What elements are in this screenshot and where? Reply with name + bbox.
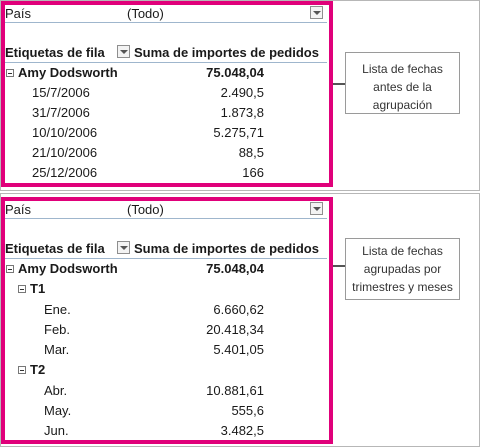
table-row: Mar. 5.401,05 — [4, 340, 327, 360]
month-label: Ene. — [44, 302, 71, 317]
callout-line: Lista de fechas — [362, 244, 443, 258]
table-row: May. 555,6 — [4, 401, 327, 421]
month-label: Jun. — [44, 423, 69, 438]
callout-line: antes de la — [373, 80, 432, 94]
filter-value: (Todo) — [127, 6, 164, 21]
report-filter-row: País (Todo) — [4, 4, 327, 23]
bottom-pivot-frame — [0, 193, 480, 447]
table-row: Feb. 20.418,34 — [4, 320, 327, 340]
callout-grouped: Lista de fechas agrupadas por trimestres… — [345, 238, 460, 300]
amount-value: 555,6 — [231, 403, 264, 418]
collapse-icon[interactable] — [18, 366, 26, 374]
callout-line: trimestres y meses — [352, 280, 453, 294]
sum-header: Suma de importes de pedidos — [134, 45, 319, 60]
amount-value: 20.418,34 — [206, 322, 264, 337]
date-label: 15/7/2006 — [32, 85, 90, 100]
table-row: Ene. 6.660,62 — [4, 300, 327, 320]
collapse-icon[interactable] — [18, 285, 26, 293]
amount-value: 166 — [242, 165, 264, 180]
highlight-border-top — [1, 1, 333, 187]
amount-value: 5.401,05 — [213, 342, 264, 357]
highlight-border-bottom — [1, 197, 333, 444]
collapse-icon[interactable] — [6, 265, 14, 273]
group-total: 75.048,04 — [206, 261, 264, 276]
table-row: 25/12/2006 166 — [4, 163, 327, 183]
quarter-label: T2 — [30, 362, 46, 377]
table-row: Abr. 10.881,61 — [4, 381, 327, 401]
amount-value: 3.482,5 — [220, 423, 264, 438]
amount-value: 2.490,5 — [220, 85, 264, 100]
amount-value: 6.660,62 — [213, 302, 264, 317]
row-labels-dropdown-icon[interactable] — [117, 241, 130, 254]
month-label: Mar. — [44, 342, 70, 357]
group-total: 75.048,04 — [206, 65, 264, 80]
date-label: 10/10/2006 — [32, 125, 98, 140]
callout-connector-top — [333, 83, 345, 85]
callout-connector-bottom — [333, 265, 345, 267]
amount-value: 88,5 — [238, 145, 264, 160]
callout-line: agrupación — [372, 98, 433, 112]
group-row: Amy Dodsworth 75.048,04 — [4, 259, 327, 279]
quarter-label: T1 — [30, 281, 46, 296]
row-labels-header: Etiquetas de fila — [5, 45, 105, 60]
filter-dropdown-icon[interactable] — [310, 6, 323, 19]
quarter-row: T1 — [4, 279, 327, 299]
group-name: Amy Dodsworth — [18, 261, 118, 276]
report-filter-row: País (Todo) — [4, 200, 327, 219]
date-label: 25/12/2006 — [32, 165, 98, 180]
month-label: Feb. — [44, 322, 71, 337]
sum-header: Suma de importes de pedidos — [134, 241, 319, 256]
month-label: May. — [44, 403, 72, 418]
filter-value: (Todo) — [127, 202, 164, 217]
group-name: Amy Dodsworth — [18, 65, 118, 80]
quarter-row: T2 — [4, 360, 327, 380]
row-labels-dropdown-icon[interactable] — [117, 45, 130, 58]
month-label: Abr. — [44, 383, 68, 398]
amount-value: 10.881,61 — [206, 383, 264, 398]
filter-label: País — [5, 202, 32, 217]
table-row: 10/10/2006 5.275,71 — [4, 123, 327, 143]
amount-value: 1.873,8 — [220, 105, 264, 120]
callout-line: Lista de fechas — [362, 62, 443, 76]
row-labels-header: Etiquetas de fila — [5, 241, 105, 256]
filter-dropdown-icon[interactable] — [310, 202, 323, 215]
callout-line: agrupadas por — [363, 262, 442, 276]
table-row: 21/10/2006 88,5 — [4, 143, 327, 163]
pivot-header-row: Etiquetas de fila Suma de importes de pe… — [4, 238, 327, 259]
date-label: 31/7/2006 — [32, 105, 90, 120]
collapse-icon[interactable] — [6, 69, 14, 77]
group-row: Amy Dodsworth 75.048,04 — [4, 63, 327, 83]
table-row: Jun. 3.482,5 — [4, 421, 327, 441]
pivot-header-row: Etiquetas de fila Suma de importes de pe… — [4, 42, 327, 63]
callout-before-grouping: Lista de fechas antes de la agrupación — [345, 52, 460, 114]
table-row: 15/7/2006 2.490,5 — [4, 83, 327, 103]
filter-label: País — [5, 6, 32, 21]
table-row: 31/7/2006 1.873,8 — [4, 103, 327, 123]
date-label: 21/10/2006 — [32, 145, 98, 160]
amount-value: 5.275,71 — [213, 125, 264, 140]
